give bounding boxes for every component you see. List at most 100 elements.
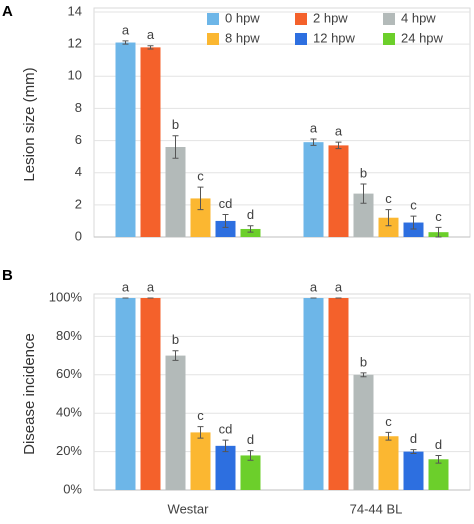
significance-letter: d: [435, 437, 442, 452]
bar: [353, 193, 374, 237]
y-tick-label: 6: [75, 132, 82, 147]
legend-label: 4 hpw: [401, 10, 436, 25]
bar: [240, 455, 261, 490]
error-bar: [335, 141, 342, 150]
bar: [328, 145, 349, 237]
bar: [165, 147, 186, 237]
error-bar: [360, 183, 367, 204]
bar: [428, 459, 449, 490]
error-bar: [435, 226, 442, 238]
significance-letter: b: [172, 332, 179, 347]
bar: [115, 298, 136, 490]
y-tick-label: 60%: [56, 366, 82, 381]
error-bar: [172, 350, 179, 361]
significance-letter: c: [410, 198, 417, 213]
significance-letter: c: [385, 191, 392, 206]
bar: [378, 217, 399, 237]
error-bar: [197, 186, 204, 211]
bar: [303, 298, 324, 490]
error-bar: [385, 209, 392, 227]
error-bar: [222, 439, 229, 453]
error-bar: [222, 214, 229, 228]
y-axis-label: Lesion size (mm): [21, 67, 38, 181]
significance-letter: d: [410, 431, 417, 446]
legend-swatch: [295, 33, 307, 45]
significance-letter: c: [435, 209, 442, 224]
error-bar: [122, 40, 129, 45]
legend-swatch: [207, 33, 219, 45]
significance-letter: b: [360, 354, 367, 369]
significance-letter: c: [197, 169, 204, 184]
error-bar: [197, 426, 204, 439]
significance-letter: a: [310, 279, 318, 294]
y-axis-label: Disease incidence: [21, 333, 38, 455]
bar: [140, 47, 161, 237]
legend-label: 2 hpw: [313, 10, 348, 25]
bar: [165, 355, 186, 490]
significance-letter: a: [335, 124, 343, 139]
error-bar: [410, 449, 417, 455]
error-bar: [147, 45, 154, 50]
bar: [215, 445, 236, 490]
error-bar: [247, 225, 254, 233]
error-bar: [360, 372, 367, 378]
legend-swatch: [383, 33, 395, 45]
bar: [190, 198, 211, 237]
y-tick-label: 20%: [56, 443, 82, 458]
significance-letter: a: [147, 27, 155, 42]
legend-label: 8 hpw: [225, 30, 260, 45]
significance-letter: cd: [219, 196, 233, 211]
legend-label: 12 hpw: [313, 30, 356, 45]
bar: [215, 220, 236, 237]
y-tick-label: 100%: [49, 289, 83, 304]
error-bar: [410, 215, 417, 230]
y-tick-label: 10: [68, 68, 82, 83]
bar: [378, 436, 399, 490]
y-tick-label: 14: [68, 3, 82, 18]
significance-letter: a: [122, 279, 130, 294]
significance-letter: d: [247, 432, 254, 447]
panel-label: B: [2, 267, 13, 284]
significance-letter: b: [360, 165, 367, 180]
bar: [240, 228, 261, 237]
significance-letter: a: [335, 279, 343, 294]
significance-letter: a: [122, 22, 130, 37]
bar: [403, 451, 424, 490]
y-tick-label: 0: [75, 228, 82, 243]
y-tick-label: 8: [75, 100, 82, 115]
significance-letter: a: [147, 279, 155, 294]
legend-label: 0 hpw: [225, 10, 260, 25]
legend-label: 24 hpw: [401, 30, 444, 45]
legend-swatch: [383, 13, 395, 25]
error-bar: [247, 450, 254, 461]
bar: [115, 42, 136, 238]
significance-letter: c: [385, 414, 392, 429]
bar: [328, 298, 349, 490]
y-tick-label: 40%: [56, 405, 82, 420]
significance-letter: d: [247, 207, 254, 222]
bar: [303, 142, 324, 237]
error-bar: [385, 431, 392, 441]
significance-letter: b: [172, 117, 179, 132]
y-tick-label: 2: [75, 196, 82, 211]
error-bar: [435, 454, 442, 464]
significance-letter: cd: [219, 422, 233, 437]
significance-letter: a: [310, 120, 318, 135]
x-tick-label: Westar: [168, 501, 210, 516]
bar: [403, 222, 424, 237]
significance-letter: c: [197, 408, 204, 423]
panel-label: A: [2, 3, 13, 20]
y-tick-label: 80%: [56, 328, 82, 343]
y-tick-label: 4: [75, 164, 82, 179]
legend-swatch: [207, 13, 219, 25]
error-bar: [310, 138, 317, 146]
bar: [140, 298, 161, 490]
error-bar: [172, 135, 179, 159]
bar: [190, 432, 211, 490]
x-tick-label: 74-44 BL: [350, 501, 403, 516]
y-tick-label: 0%: [63, 481, 82, 496]
y-tick-label: 12: [68, 36, 82, 51]
legend-swatch: [295, 13, 307, 25]
bar: [353, 374, 374, 490]
